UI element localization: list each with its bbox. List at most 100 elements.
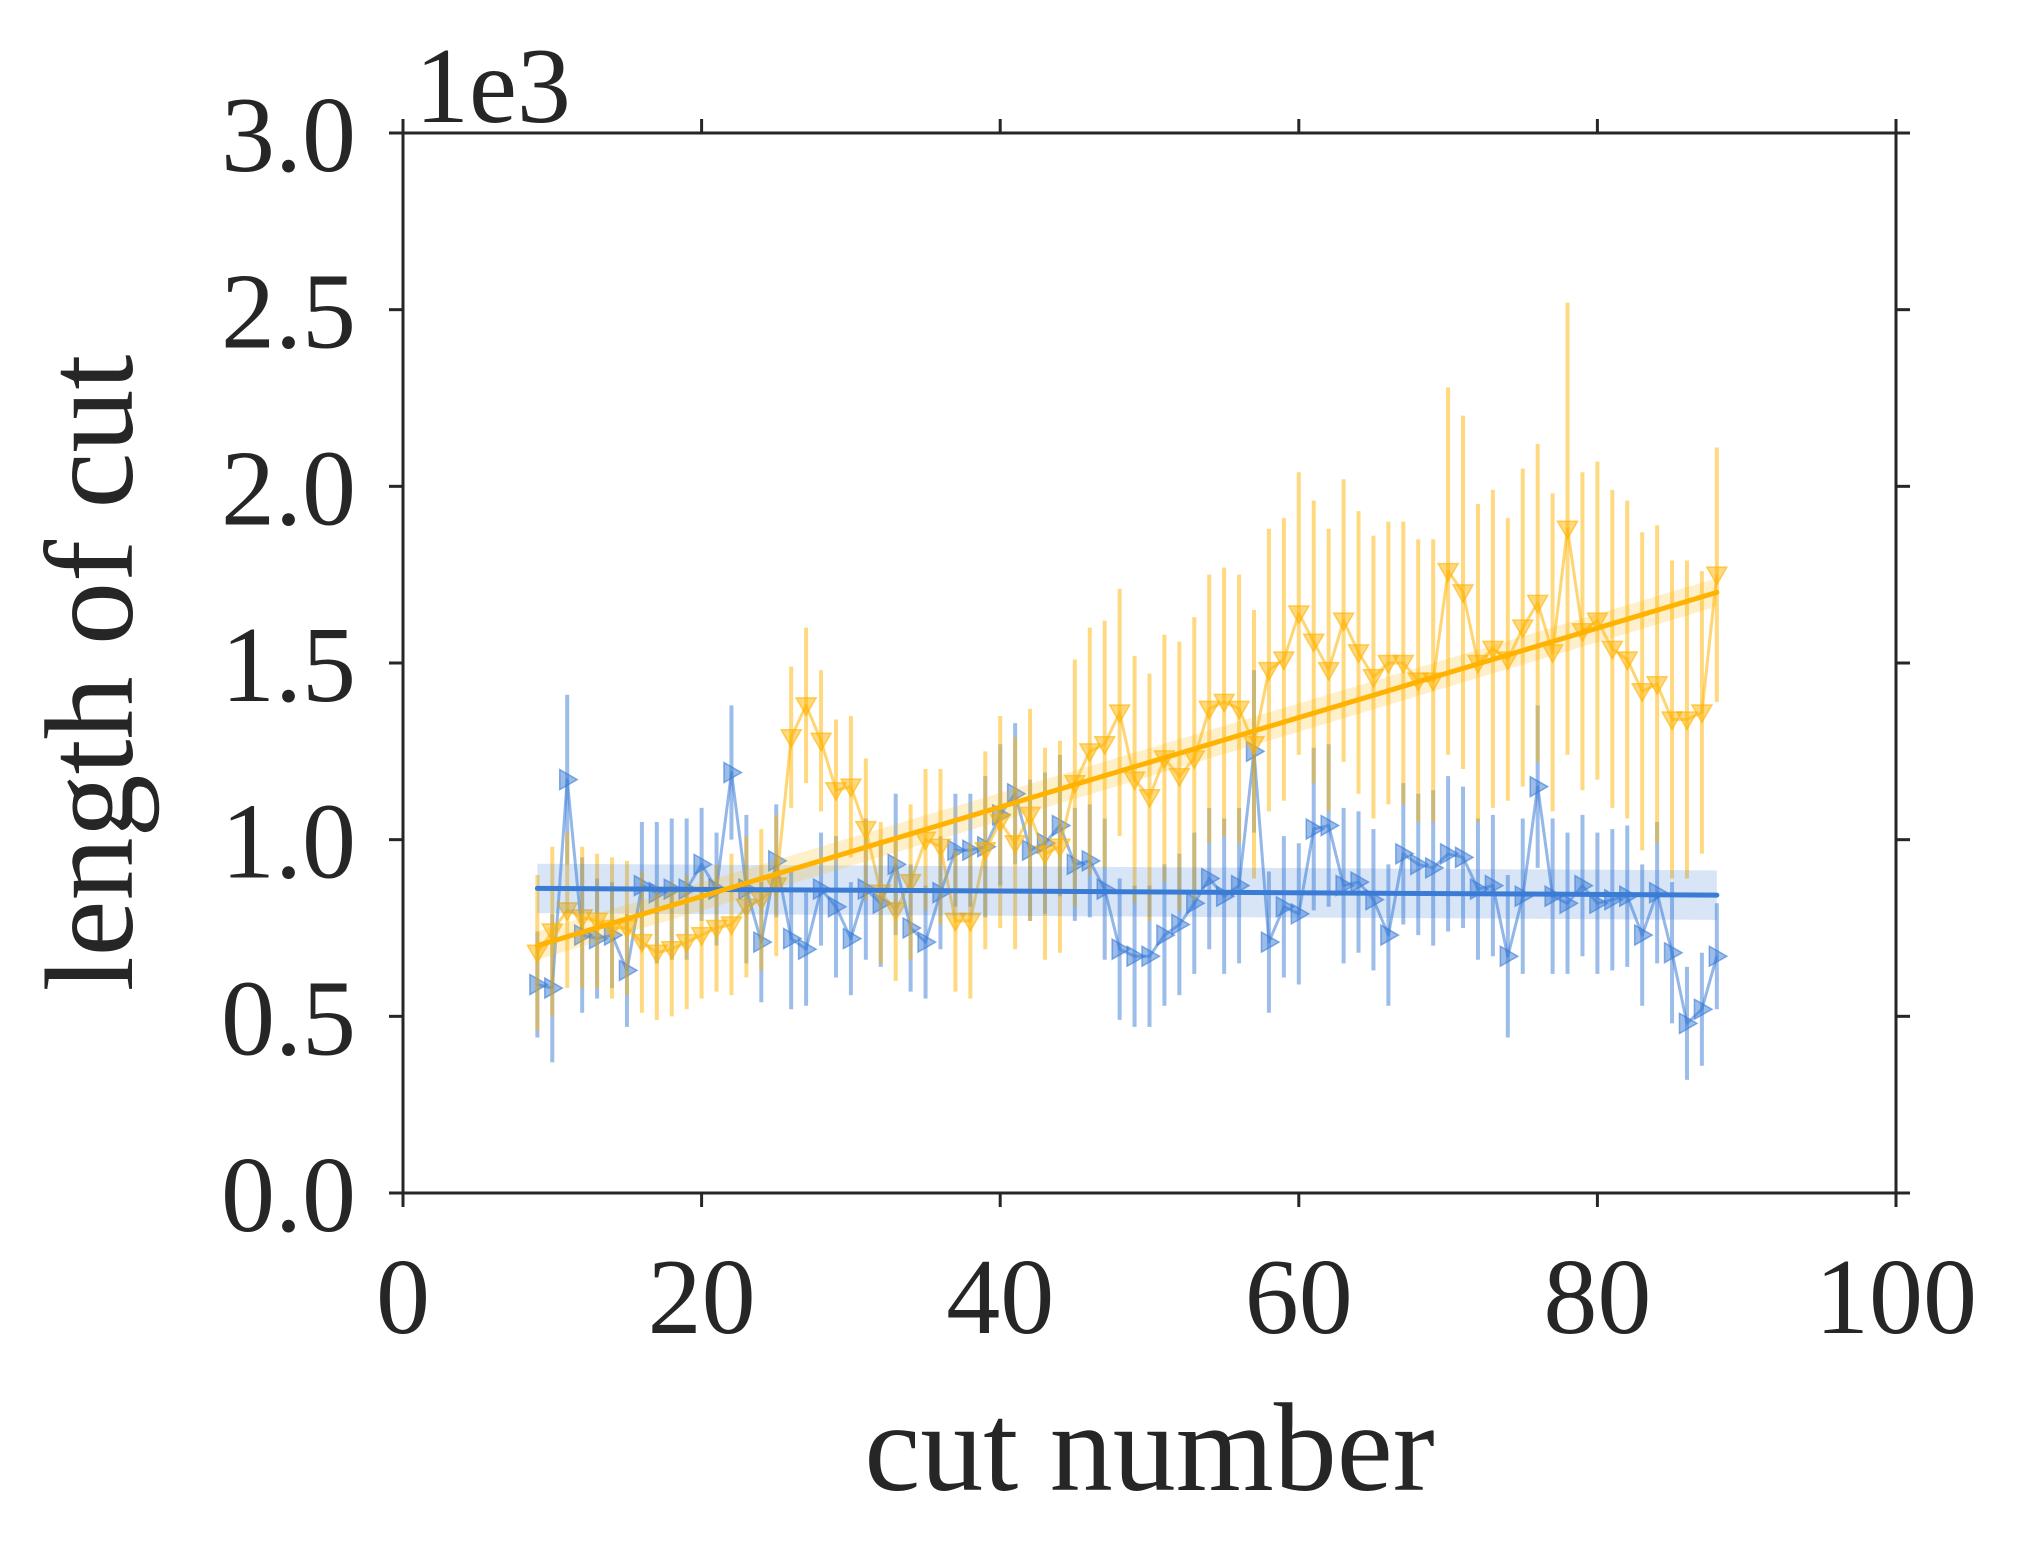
x-tick-label: 40 bbox=[946, 1238, 1054, 1357]
data-point bbox=[839, 778, 863, 799]
data-point bbox=[1559, 891, 1580, 915]
data-point bbox=[884, 902, 907, 922]
data-point bbox=[1645, 675, 1669, 696]
data-point bbox=[1302, 633, 1326, 654]
data-point bbox=[1257, 661, 1281, 682]
data-point bbox=[1108, 704, 1131, 724]
data-point bbox=[1171, 913, 1191, 936]
y-axis-title: length of cut bbox=[21, 355, 160, 992]
data-point bbox=[1675, 711, 1699, 732]
data-point bbox=[1529, 775, 1550, 798]
data-point bbox=[899, 873, 922, 894]
data-point bbox=[1138, 789, 1161, 809]
y-tick-label: 1.5 bbox=[221, 606, 356, 725]
data-point bbox=[1212, 693, 1236, 714]
y-tick-label: 2.0 bbox=[221, 429, 356, 548]
data-point bbox=[1660, 711, 1684, 732]
data-point bbox=[1078, 743, 1102, 763]
data-point bbox=[690, 926, 713, 947]
data-point bbox=[973, 842, 997, 862]
data-point bbox=[1350, 870, 1371, 894]
data-point bbox=[944, 912, 967, 933]
data-point bbox=[1377, 654, 1400, 675]
data-point bbox=[660, 940, 684, 961]
data-point bbox=[1317, 661, 1340, 682]
data-point bbox=[929, 838, 952, 859]
data-point bbox=[1586, 612, 1609, 633]
data-point bbox=[914, 831, 937, 852]
data-point bbox=[630, 933, 654, 954]
data-point bbox=[1242, 736, 1266, 756]
axes-layer: 0 20 40 60 80 100 0.0 0.5 1.0 1.5 2.0 2.5 3.0 1e3 cut … bbox=[21, 27, 1977, 1518]
y-tick-label: 2.5 bbox=[221, 253, 356, 372]
y-tick-label: 3.0 bbox=[221, 76, 356, 195]
data-point bbox=[827, 895, 848, 919]
data-point bbox=[720, 916, 743, 936]
data-point bbox=[1663, 941, 1684, 965]
data-point bbox=[555, 902, 579, 922]
x-tick-label: 80 bbox=[1543, 1238, 1651, 1357]
data-point bbox=[1048, 838, 1072, 859]
trend-line bbox=[534, 885, 1720, 898]
data-point bbox=[1499, 944, 1520, 968]
data-point bbox=[1123, 771, 1146, 792]
data-point bbox=[1362, 668, 1385, 689]
data-point bbox=[693, 853, 714, 876]
trend-line bbox=[534, 589, 1720, 949]
data-point bbox=[1033, 845, 1057, 866]
data-point bbox=[1451, 584, 1475, 604]
data-point bbox=[1633, 923, 1654, 947]
data-point bbox=[917, 930, 938, 954]
data-point bbox=[1409, 853, 1430, 876]
data-point bbox=[988, 813, 1012, 834]
y-tick-label: 1.0 bbox=[221, 783, 356, 902]
data-point bbox=[1395, 842, 1415, 866]
data-point bbox=[1332, 612, 1355, 633]
data-point bbox=[1541, 644, 1564, 664]
data-point bbox=[1093, 736, 1117, 756]
x-tick-label: 0 bbox=[376, 1238, 430, 1357]
data-point bbox=[1705, 566, 1729, 587]
data-point bbox=[1272, 651, 1296, 671]
data-point bbox=[1275, 895, 1296, 919]
data-point bbox=[750, 891, 773, 912]
data-point bbox=[558, 768, 579, 791]
data-point bbox=[779, 728, 803, 749]
data-point bbox=[675, 933, 698, 954]
data-point bbox=[1168, 767, 1191, 788]
data-point bbox=[1574, 874, 1594, 897]
data-point bbox=[1708, 944, 1729, 968]
data-point bbox=[1260, 930, 1281, 954]
data-point bbox=[854, 820, 878, 841]
data-point bbox=[585, 912, 609, 933]
data-point bbox=[645, 944, 669, 965]
data-point bbox=[1439, 842, 1460, 866]
data-point bbox=[1111, 937, 1132, 961]
data-point bbox=[1347, 644, 1370, 664]
x-tick-label: 60 bbox=[1245, 1238, 1353, 1357]
y-multiplier-label: 1e3 bbox=[415, 27, 571, 146]
data-point bbox=[1018, 806, 1042, 827]
data-point bbox=[1392, 654, 1415, 675]
data-point bbox=[1141, 944, 1162, 968]
data-point bbox=[1511, 619, 1535, 640]
data-point bbox=[723, 761, 743, 784]
data-point bbox=[735, 898, 758, 919]
data-point bbox=[1589, 891, 1609, 915]
data-point bbox=[541, 923, 564, 944]
x-tick-label: 20 bbox=[648, 1238, 756, 1357]
x-tick-label: 100 bbox=[1815, 1238, 1977, 1357]
data-point bbox=[842, 927, 863, 950]
data-point bbox=[1156, 923, 1176, 947]
data-point bbox=[1690, 704, 1714, 724]
data-point bbox=[1197, 700, 1221, 721]
data-point bbox=[1454, 846, 1475, 869]
data-point bbox=[1481, 640, 1505, 661]
y-tick-label: 0.5 bbox=[221, 959, 356, 1078]
x-axis-title: cut number bbox=[864, 1379, 1434, 1518]
data-point bbox=[809, 732, 833, 753]
data-point bbox=[1678, 1012, 1699, 1035]
data-point bbox=[1693, 997, 1714, 1021]
data-point bbox=[794, 697, 818, 717]
